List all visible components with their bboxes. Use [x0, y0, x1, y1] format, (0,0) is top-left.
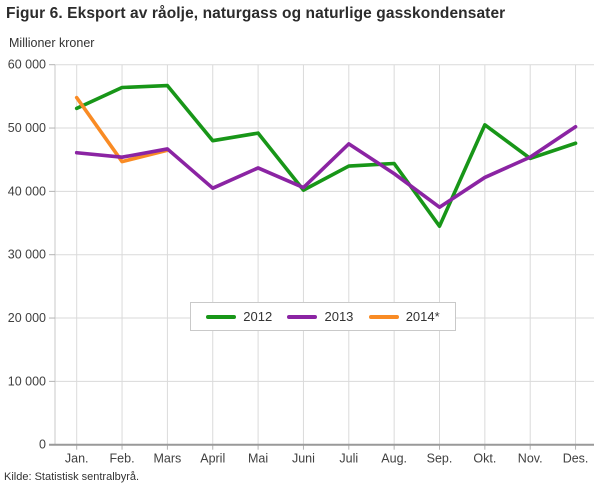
x-tick-label: Sep.	[427, 452, 453, 466]
legend: 2012 2013 2014*	[190, 302, 456, 331]
figure-title: Figur 6. Eksport av råolje, naturgass og…	[6, 5, 506, 22]
x-tick-label: Feb.	[110, 452, 135, 466]
x-tick-label: Juli	[339, 452, 358, 466]
y-tick-label: 10 000	[8, 374, 46, 388]
y-tick-label: 20 000	[8, 311, 46, 325]
source-note: Kilde: Statistisk sentralbyrå.	[4, 471, 140, 483]
gridlines	[55, 64, 594, 445]
legend-label: 2012	[243, 309, 273, 324]
x-tick-label: Aug.	[381, 452, 407, 466]
y-tick-label: 0	[39, 438, 46, 452]
y-tick-label: 40 000	[8, 184, 46, 198]
axes	[49, 64, 594, 450]
y-tick-label: 60 000	[8, 58, 46, 72]
x-tick-label: Juni	[292, 452, 315, 466]
y-axis-labels: 0 10 000 20 000 30 000 40 000 50 000 60 000	[8, 58, 46, 452]
x-tick-label: Mars	[154, 452, 182, 466]
x-tick-label: Mai	[248, 452, 268, 466]
x-tick-label: Des.	[563, 452, 589, 466]
legend-line-swatch	[368, 314, 399, 319]
x-tick-label: Nov.	[518, 452, 543, 466]
x-tick-label: Okt.	[473, 452, 496, 466]
legend-line-swatch	[287, 314, 318, 319]
series-line-2012	[74, 83, 578, 228]
x-tick-label: April	[200, 452, 225, 466]
legend-item-2014*: 2014*	[368, 309, 440, 324]
y-tick-label: 30 000	[8, 248, 46, 262]
x-axis-labels: Jan. Feb. Mars April Mai Juni Juli Aug. Sep. Okt.…	[65, 452, 589, 466]
y-axis-title: Millioner kroner	[9, 36, 95, 50]
legend-item-2012: 2012	[206, 309, 272, 324]
legend-label: 2014*	[405, 309, 440, 324]
legend-line-swatch	[206, 314, 237, 319]
legend-label: 2013	[324, 309, 354, 324]
series-line-2013	[74, 124, 578, 209]
series-line-2014*	[74, 95, 170, 164]
x-tick-label: Jan.	[65, 452, 89, 466]
y-tick-label: 50 000	[8, 121, 46, 135]
legend-item-2013: 2013	[287, 309, 353, 324]
